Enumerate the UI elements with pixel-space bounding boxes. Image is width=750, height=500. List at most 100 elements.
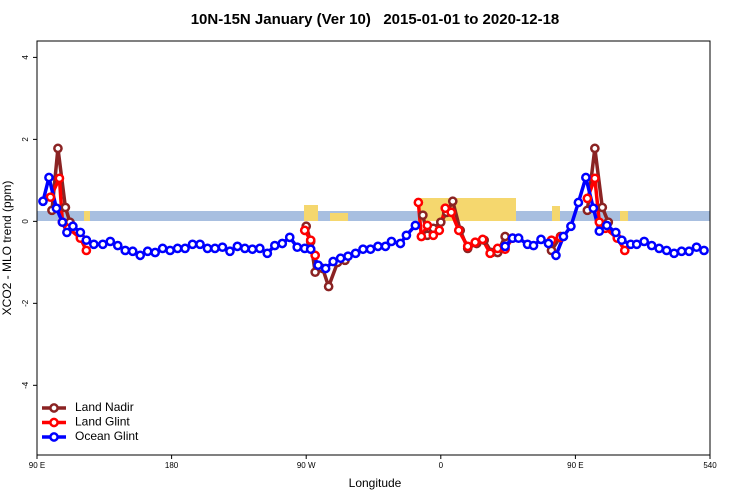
data-point (202, 243, 213, 254)
data-point (699, 245, 709, 256)
data-point (401, 230, 412, 241)
data-point (262, 248, 273, 259)
land-patch (620, 211, 628, 221)
data-point (157, 243, 168, 254)
data-point (68, 221, 78, 232)
data-point (310, 250, 321, 261)
data-point (305, 244, 316, 255)
data-point (589, 143, 600, 154)
x-tick-label: 90 W (297, 461, 316, 470)
x-tick-label: 90 E (29, 461, 45, 470)
data-point (320, 263, 331, 274)
x-axis-label: Longitude (349, 476, 402, 490)
land-band (37, 211, 710, 221)
data-point (513, 233, 524, 244)
data-point (453, 225, 464, 236)
data-point (684, 246, 694, 257)
data-point (225, 246, 235, 257)
data-point (631, 239, 642, 250)
data-point (395, 238, 406, 249)
data-point (500, 241, 510, 252)
data-point (240, 243, 250, 254)
data-point (601, 220, 612, 231)
data-point (120, 245, 131, 256)
data-point (277, 238, 288, 249)
data-point (543, 238, 554, 249)
data-point (558, 231, 569, 242)
data-point (127, 246, 138, 257)
data-point (594, 226, 605, 237)
data-point (654, 243, 665, 254)
data-point (492, 243, 503, 254)
data-point (54, 173, 65, 184)
data-point (435, 217, 446, 228)
data-point (299, 225, 310, 236)
y-tick-label: 2 (21, 137, 30, 142)
data-point (691, 242, 702, 253)
data-point (142, 246, 153, 257)
data-point (172, 243, 183, 254)
legend-marker (49, 432, 59, 442)
x-tick-label: 0 (439, 461, 444, 470)
data-point (38, 196, 48, 207)
data-point (413, 197, 424, 208)
data-point (500, 231, 510, 242)
data-point (135, 250, 146, 261)
chart-title: 10N-15N January (Ver 10) 2015-01-01 to 2… (191, 11, 560, 28)
data-point (305, 235, 316, 246)
legend-label: Land Glint (75, 415, 130, 429)
data-point (639, 236, 650, 247)
data-point (470, 237, 481, 248)
data-point (112, 240, 123, 251)
data-point (81, 245, 92, 256)
data-point (88, 239, 99, 250)
data-point (386, 236, 397, 247)
data-point (422, 220, 433, 231)
data-point (57, 217, 68, 228)
data-point (60, 202, 71, 213)
data-point (335, 253, 346, 264)
data-point (97, 239, 108, 250)
data-point (292, 242, 303, 253)
data-point (447, 196, 458, 207)
data-point (323, 281, 334, 292)
data-point (232, 241, 243, 252)
data-point (661, 245, 672, 256)
data-point (53, 143, 63, 154)
x-tick-label: 540 (703, 461, 717, 470)
data-point (44, 172, 54, 183)
data-point (434, 225, 445, 236)
data-point (589, 173, 600, 184)
data-point (610, 227, 621, 238)
data-point (428, 230, 439, 241)
data-point (165, 245, 175, 256)
data-point (350, 248, 361, 259)
data-point (446, 207, 457, 218)
y-tick-label: -4 (21, 381, 30, 389)
data-point (588, 203, 599, 214)
data-point (528, 240, 539, 251)
land-patch (84, 211, 90, 221)
data-point (254, 243, 265, 254)
data-point (416, 231, 427, 242)
data-point (616, 235, 627, 246)
land-patch (304, 205, 318, 221)
data-point (343, 251, 353, 262)
land-patch (552, 206, 560, 221)
y-tick-label: 4 (21, 55, 30, 60)
data-point (365, 244, 376, 255)
data-point (485, 248, 496, 259)
data-point (313, 260, 324, 271)
data-point (51, 203, 62, 214)
data-point (62, 227, 72, 238)
data-point (597, 202, 608, 213)
data-point (81, 235, 92, 246)
data-point (573, 197, 584, 208)
data-point (187, 239, 198, 250)
data-point (269, 240, 280, 251)
data-point (619, 245, 630, 256)
data-point (358, 244, 368, 255)
legend-label: Land Nadir (75, 400, 134, 414)
x-tick-label: 90 E (567, 461, 583, 470)
